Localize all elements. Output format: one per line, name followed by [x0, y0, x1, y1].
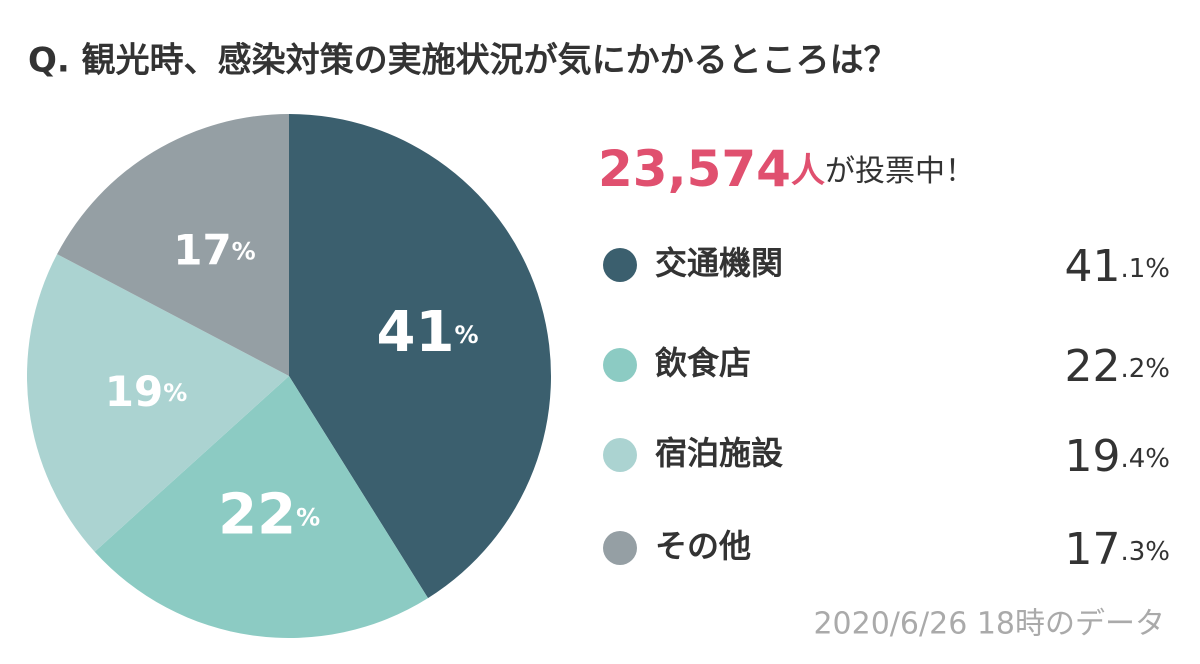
- value-label: 41.1%: [1064, 241, 1170, 292]
- slice-label: 17%: [173, 225, 256, 274]
- pie-slice: [289, 114, 551, 599]
- value-label: 19.4%: [1064, 431, 1170, 482]
- chart-title: Q. 観光時、感染対策の実施状況が気にかかるところは？: [28, 41, 898, 81]
- legend-marker: [603, 248, 637, 282]
- legend-marker: [603, 348, 637, 382]
- slice-label: 19%: [105, 367, 188, 416]
- pie-slice: [27, 254, 289, 552]
- slice-label: 22%: [218, 483, 320, 548]
- legend-label: 飲食店: [655, 344, 751, 382]
- legend-marker: [603, 531, 637, 565]
- footnote: 2020/6/26 18時のデータ: [813, 607, 1165, 642]
- legend-label: 宿泊施設: [655, 434, 783, 472]
- vote-line: 23,574人が投票中！: [598, 140, 975, 198]
- legend-label: その他: [655, 527, 751, 565]
- pie-slice: [94, 376, 428, 638]
- vote-count: 23,574: [598, 140, 791, 198]
- vote-unit: 人: [791, 151, 825, 191]
- pie-slice: [57, 114, 289, 376]
- value-label: 17.3%: [1064, 524, 1170, 575]
- legend-marker: [603, 438, 637, 472]
- slice-label: 41%: [377, 300, 479, 365]
- legend-label: 交通機関: [655, 244, 783, 282]
- value-label: 22.2%: [1064, 341, 1170, 392]
- vote-suffix: が投票中！: [825, 154, 975, 189]
